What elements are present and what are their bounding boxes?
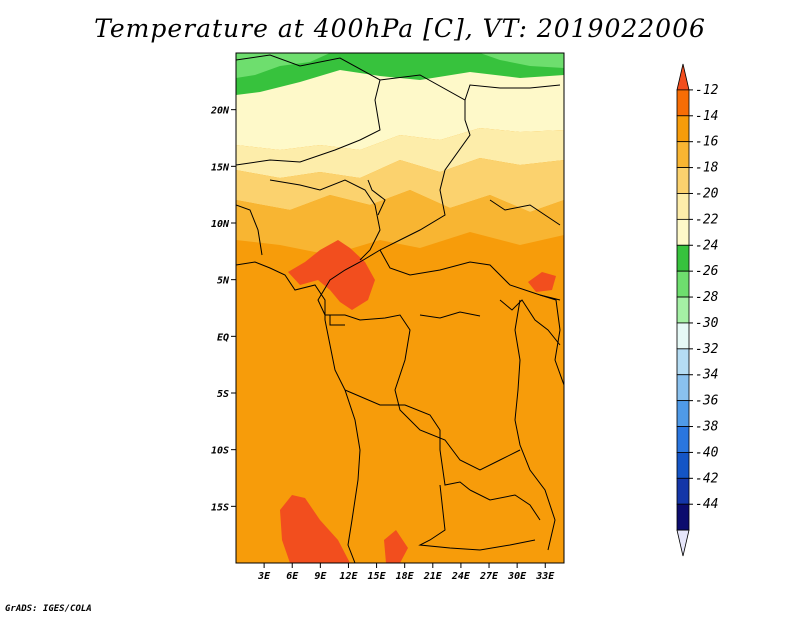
- colorbar-label: -18: [695, 161, 719, 176]
- band-minus-26: [236, 53, 330, 78]
- lat-tick-label: 5N: [217, 276, 230, 287]
- band-minus-26-east: [480, 53, 564, 68]
- lon-tick-label: 12E: [339, 571, 358, 582]
- colorbar-swatch: [676, 167, 690, 194]
- band-minus-22: [236, 53, 564, 150]
- colorbar-swatch: [676, 452, 690, 479]
- colorbar-swatch: [676, 89, 690, 117]
- colorbar-label: -12: [695, 83, 719, 98]
- lon-tick-label: 30E: [507, 571, 527, 582]
- lon-tick-label: 3E: [257, 571, 271, 582]
- colorbar-swatch: [676, 270, 690, 298]
- lon-tick-label: 33E: [535, 571, 555, 582]
- map-title: Temperature at 400hPa [C], VT: 201902200…: [94, 14, 706, 43]
- lat-tick-label: 15N: [211, 162, 230, 173]
- colorbar-swatch: [676, 141, 690, 168]
- colorbar-label: -42: [695, 471, 719, 486]
- lat-tick-label: 10S: [211, 446, 229, 457]
- colorbar-swatch: [676, 348, 690, 376]
- colorbar-swatch: [676, 244, 690, 272]
- colorbar: -12 -14 -16 -18 -20 -22 -24 -26 -28 -30 -32 -34 -36 -…: [676, 63, 719, 557]
- lon-tick-label: 9E: [314, 571, 327, 582]
- lon-tick-label: 27E: [479, 571, 499, 582]
- lon-tick-label: 15E: [368, 571, 387, 582]
- colorbar-swatch: [676, 296, 690, 324]
- lat-tick-label: 15S: [211, 502, 229, 513]
- lon-tick-label: 18E: [396, 571, 415, 582]
- colorbar-label: -30: [695, 316, 719, 331]
- colorbar-label: -28: [695, 290, 719, 305]
- colorbar-label: -26: [695, 264, 719, 279]
- colorbar-swatch: [676, 218, 690, 246]
- warm-patch-east: [528, 272, 556, 292]
- temperature-field: [236, 53, 564, 563]
- latitude-axis: 20N 15N 10N 5N EQ 5S 10S 15S: [210, 106, 236, 513]
- colorbar-swatch: [676, 477, 690, 505]
- map-frame: [235, 52, 565, 564]
- colorbar-top-triangle: [676, 63, 690, 91]
- lon-tick-label: 6E: [286, 571, 299, 582]
- colorbar-label: -16: [695, 135, 719, 150]
- lat-tick-label: EQ: [217, 332, 229, 343]
- band-minus-18: [236, 158, 564, 212]
- colorbar-label: -34: [695, 368, 718, 383]
- colorbar-label: -38: [695, 420, 719, 435]
- warm-patch-angola: [384, 530, 408, 563]
- colorbar-label: -24: [695, 238, 718, 253]
- colorbar-swatch: [676, 115, 690, 143]
- grads-credit: GrADS: IGES/COLA: [5, 604, 92, 614]
- colorbar-swatch: [676, 400, 690, 427]
- colorbar-label: -14: [695, 109, 718, 124]
- lon-tick-label: 21E: [423, 571, 443, 582]
- colorbar-swatch: [676, 374, 690, 402]
- country-borders: [236, 54, 564, 563]
- warm-patch-west-africa: [288, 240, 375, 310]
- colorbar-swatch: [676, 193, 690, 220]
- band-minus-24: [236, 53, 564, 95]
- colorbar-label: -20: [695, 186, 719, 201]
- colorbar-swatch: [676, 426, 690, 453]
- lat-tick-label: 5S: [217, 389, 229, 400]
- colorbar-label: -40: [695, 445, 719, 460]
- warm-patch-south: [280, 495, 350, 563]
- longitude-axis: 3E 6E 9E 12E 15E 18E 21E 24E 27E 30E 33E: [257, 563, 555, 582]
- lon-tick-label: 24E: [451, 571, 471, 582]
- colorbar-bottom-triangle: [676, 529, 690, 557]
- colorbar-swatch: [676, 322, 690, 350]
- colorbar-label: -32: [695, 342, 719, 357]
- colorbar-swatch: [676, 503, 690, 531]
- colorbar-label: -44: [695, 497, 718, 512]
- colorbar-label: -36: [695, 394, 719, 409]
- colorbar-label: -22: [695, 212, 719, 227]
- band-minus-20: [236, 128, 564, 178]
- band-minus-16: [236, 190, 564, 255]
- lat-tick-label: 10N: [211, 219, 230, 230]
- lat-tick-label: 20N: [210, 106, 230, 117]
